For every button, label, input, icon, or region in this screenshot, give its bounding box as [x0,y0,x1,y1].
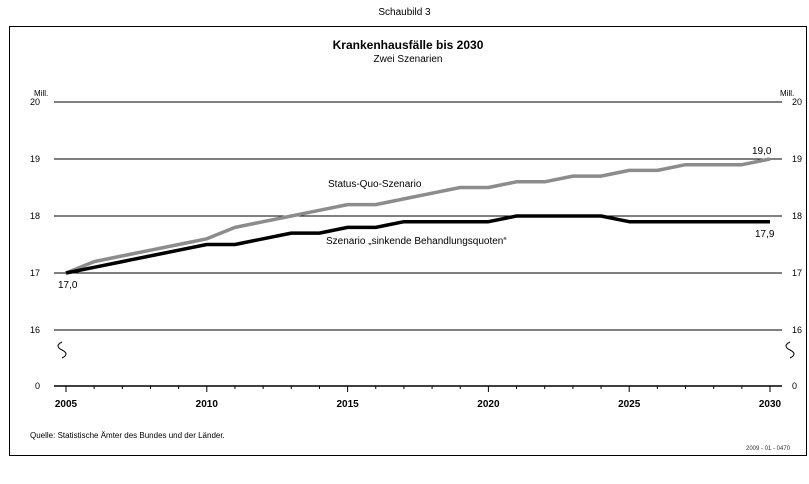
y-tick-right-0: 0 [792,381,797,391]
y-tick-left-16: 16 [30,325,40,335]
y-tick-right-17: 17 [792,268,802,278]
y-tick-left-17: 17 [30,268,40,278]
start-value-label: 17,0 [58,280,78,291]
end-value-status-quo: 19,0 [752,146,772,157]
series-label-status-quo: Status-Quo-Szenario [328,179,422,190]
end-value-sinkend: 17,9 [755,229,775,240]
y-unit-right: Mill. [780,89,794,98]
series-line-sinkend [65,214,770,275]
y-axis-break-left [57,341,67,359]
chart-frame [9,26,807,456]
x-tick-label-2010: 2010 [196,399,219,410]
series-line-status-quo [65,157,771,275]
figure-code: 2009 - 01 - 0470 [746,446,791,452]
chart-title: Krankenhausfälle bis 2030 [333,38,484,52]
series-lines [65,157,771,275]
x-tick-label-2015: 2015 [336,399,359,410]
x-tick-label-2025: 2025 [618,399,641,410]
y-tick-right-18: 18 [792,211,802,221]
y-tick-labels: 0 0 16 16 17 17 18 18 19 19 20 20 [30,97,802,391]
x-tick-label-2030: 2030 [759,399,782,410]
y-tick-right-16: 16 [792,325,802,335]
chart-subtitle: Zwei Szenarien [374,54,443,65]
y-unit-left: Mill. [34,89,48,98]
y-tick-left-20: 20 [30,97,40,107]
y-tick-right-19: 19 [792,154,802,164]
y-tick-left-18: 18 [30,211,40,221]
series-label-sinkend: Szenario „sinkende Behandlungsquoten“ [326,236,507,247]
y-axis-break-right [785,341,795,359]
y-tick-right-20: 20 [792,97,802,107]
y-tick-left-19: 19 [30,154,40,164]
x-tick-label-2005: 2005 [55,399,78,410]
figure-label: Schaubild 3 [378,7,431,18]
source-note: Quelle: Statistische Ämter des Bundes un… [30,431,225,440]
gridlines [54,101,795,387]
y-tick-left-0: 0 [35,381,40,391]
x-axis: 2005 2010 2015 2020 2025 2030 [55,386,782,410]
x-tick-label-2020: 2020 [477,399,500,410]
